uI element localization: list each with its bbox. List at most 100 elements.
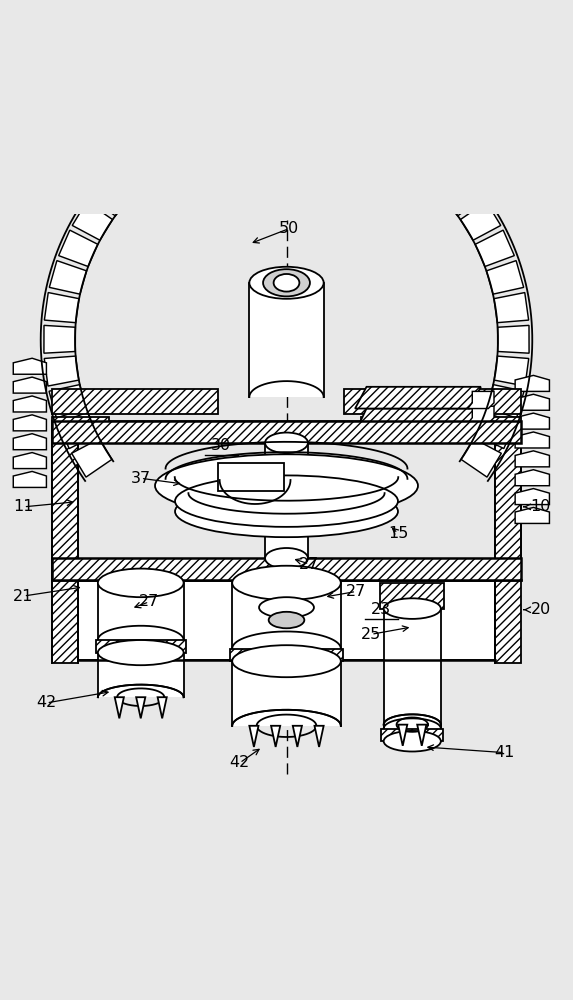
- Polygon shape: [380, 583, 444, 609]
- Polygon shape: [44, 325, 76, 353]
- Text: 21: 21: [13, 589, 34, 604]
- Polygon shape: [382, 729, 443, 741]
- Ellipse shape: [269, 612, 304, 628]
- Polygon shape: [515, 394, 550, 410]
- Polygon shape: [494, 293, 529, 323]
- Polygon shape: [494, 356, 529, 386]
- Ellipse shape: [384, 598, 441, 619]
- Polygon shape: [230, 649, 343, 661]
- Text: 15: 15: [388, 526, 408, 541]
- Polygon shape: [475, 230, 515, 267]
- Polygon shape: [487, 385, 524, 418]
- Polygon shape: [355, 387, 481, 409]
- Polygon shape: [315, 726, 324, 747]
- Polygon shape: [193, 107, 227, 145]
- Ellipse shape: [175, 486, 398, 537]
- Ellipse shape: [274, 274, 299, 292]
- Polygon shape: [13, 415, 46, 431]
- Text: 41: 41: [494, 745, 515, 760]
- Text: 42: 42: [36, 695, 57, 710]
- Bar: [265, 443, 308, 558]
- Polygon shape: [442, 176, 483, 216]
- Polygon shape: [486, 261, 524, 294]
- Bar: [78, 580, 495, 660]
- Polygon shape: [476, 412, 515, 449]
- Text: 11: 11: [13, 499, 34, 514]
- Text: 27: 27: [299, 557, 320, 572]
- Polygon shape: [256, 97, 284, 130]
- Polygon shape: [52, 417, 109, 443]
- Polygon shape: [468, 391, 494, 409]
- Polygon shape: [13, 453, 46, 469]
- Polygon shape: [223, 100, 256, 136]
- Ellipse shape: [265, 433, 308, 453]
- Polygon shape: [372, 118, 410, 158]
- Polygon shape: [158, 697, 167, 718]
- Polygon shape: [361, 417, 521, 443]
- Polygon shape: [13, 434, 46, 450]
- Text: 50: 50: [279, 221, 300, 236]
- Ellipse shape: [98, 569, 183, 597]
- Polygon shape: [344, 389, 521, 414]
- Polygon shape: [468, 421, 494, 438]
- Bar: [249, 283, 324, 397]
- Ellipse shape: [155, 454, 418, 517]
- Polygon shape: [497, 325, 529, 353]
- Ellipse shape: [175, 475, 398, 527]
- Text: 25: 25: [361, 627, 381, 642]
- Ellipse shape: [263, 269, 310, 296]
- Polygon shape: [52, 421, 78, 580]
- Polygon shape: [422, 153, 462, 194]
- Bar: [232, 661, 341, 726]
- Polygon shape: [515, 432, 550, 448]
- Polygon shape: [163, 118, 201, 158]
- Polygon shape: [346, 107, 380, 145]
- Bar: [98, 653, 183, 697]
- Ellipse shape: [265, 548, 308, 569]
- Bar: [232, 583, 341, 649]
- Polygon shape: [289, 97, 317, 130]
- Polygon shape: [13, 396, 46, 412]
- Polygon shape: [461, 202, 501, 240]
- Text: 27: 27: [139, 594, 159, 609]
- Polygon shape: [58, 412, 97, 449]
- Text: 27: 27: [346, 584, 366, 599]
- Ellipse shape: [232, 566, 341, 600]
- Polygon shape: [515, 451, 550, 467]
- Polygon shape: [111, 153, 151, 194]
- Polygon shape: [355, 409, 481, 433]
- Polygon shape: [136, 697, 146, 718]
- Polygon shape: [515, 375, 550, 391]
- Polygon shape: [135, 134, 175, 174]
- Polygon shape: [417, 725, 426, 746]
- Polygon shape: [398, 725, 407, 746]
- Polygon shape: [468, 406, 494, 423]
- Text: 23: 23: [371, 602, 391, 617]
- Text: 42: 42: [230, 755, 250, 770]
- Bar: [384, 609, 441, 729]
- Polygon shape: [13, 377, 46, 393]
- Polygon shape: [271, 726, 280, 747]
- Ellipse shape: [232, 645, 341, 677]
- Polygon shape: [58, 230, 98, 267]
- Polygon shape: [52, 558, 521, 580]
- Text: 20: 20: [531, 602, 551, 617]
- Polygon shape: [461, 439, 501, 477]
- Polygon shape: [96, 640, 186, 653]
- Polygon shape: [49, 261, 87, 294]
- Polygon shape: [495, 580, 521, 663]
- Polygon shape: [317, 100, 350, 136]
- Bar: [98, 583, 183, 640]
- Ellipse shape: [249, 267, 324, 299]
- Polygon shape: [13, 358, 46, 374]
- Text: 10: 10: [531, 499, 551, 514]
- Text: 37: 37: [131, 471, 151, 486]
- Polygon shape: [495, 421, 521, 580]
- Polygon shape: [515, 470, 550, 486]
- Ellipse shape: [384, 731, 441, 752]
- Polygon shape: [515, 507, 550, 523]
- Polygon shape: [52, 580, 78, 663]
- Polygon shape: [72, 439, 112, 477]
- Polygon shape: [13, 471, 46, 487]
- Polygon shape: [44, 356, 79, 386]
